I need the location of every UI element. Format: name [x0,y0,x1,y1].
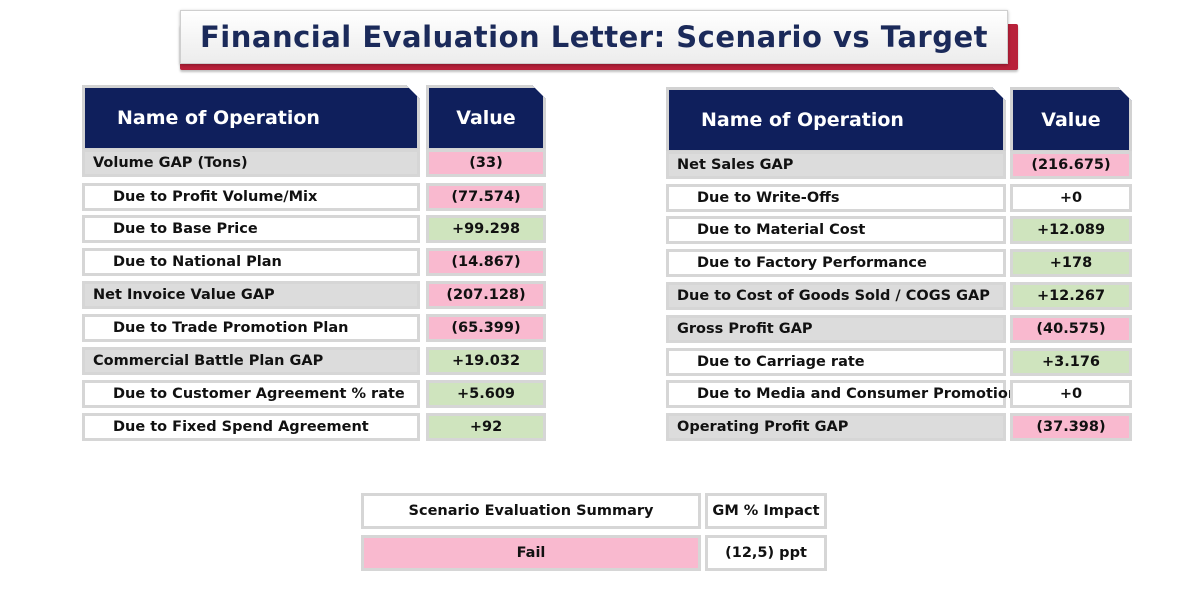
summary-impact-header: GM % Impact [705,493,827,529]
operation-name: Due to Factory Performance [666,249,1006,277]
operation-value: (40.575) [1010,315,1132,343]
operation-name: Due to Fixed Spend Agreement [82,413,420,441]
title-banner: Financial Evaluation Letter: Scenario vs… [180,10,1018,70]
operation-name: Due to Cost of Goods Sold / COGS GAP [666,282,1006,310]
operation-value: (207.128) [426,281,546,309]
operation-name: Due to Customer Agreement % rate [82,380,420,408]
operation-value: +12.267 [1010,282,1132,310]
right-header-value: Value [1010,87,1132,153]
page-title: Financial Evaluation Letter: Scenario vs… [200,20,988,54]
operation-value: (77.574) [426,183,546,211]
operation-name: Due to Profit Volume/Mix [82,183,420,211]
operation-name: Gross Profit GAP [666,315,1006,343]
operation-value: (14.867) [426,248,546,276]
operation-value: +3.176 [1010,348,1132,376]
summary-label-header: Scenario Evaluation Summary [361,493,701,529]
operation-value: (37.398) [1010,413,1132,441]
operation-name: Due to Trade Promotion Plan [82,314,420,342]
operation-name: Operating Profit GAP [666,413,1006,441]
operation-value: +99.298 [426,215,546,243]
operation-value: +178 [1010,249,1132,277]
operation-value: +0 [1010,184,1132,212]
operation-name: Due to Media and Consumer Promotion [666,380,1018,408]
left-header-name: Name of Operation [82,85,420,151]
operation-value: +0 [1010,380,1132,408]
operation-value: (65.399) [426,314,546,342]
operation-value: (216.675) [1010,151,1132,179]
operation-value: (33) [426,149,546,177]
summary-result: Fail [361,535,701,571]
operation-value: +92 [426,413,546,441]
operation-name: Net Sales GAP [666,151,1006,179]
summary-impact-value: (12,5) ppt [705,535,827,571]
operation-name: Due to Write-Offs [666,184,1006,212]
operation-name: Net Invoice Value GAP [82,281,420,309]
operation-name: Due to Base Price [82,215,420,243]
operation-value: +19.032 [426,347,546,375]
operation-name: Due to Material Cost [666,216,1006,244]
operation-name: Volume GAP (Tons) [82,149,420,177]
operation-name: Due to Carriage rate [666,348,1006,376]
operation-value: +5.609 [426,380,546,408]
banner-face: Financial Evaluation Letter: Scenario vs… [180,10,1008,64]
operation-name: Commercial Battle Plan GAP [82,347,420,375]
operation-name: Due to National Plan [82,248,420,276]
left-header-value: Value [426,85,546,151]
operation-value: +12.089 [1010,216,1132,244]
right-header-name: Name of Operation [666,87,1006,153]
